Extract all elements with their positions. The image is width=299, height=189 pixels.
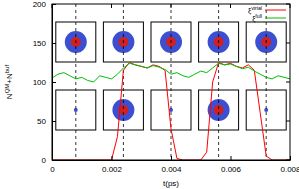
y-tick-label: 150: [33, 39, 47, 48]
x-tick-mark-top: [230, 4, 231, 8]
y-tick: 200: [33, 0, 56, 9]
vline: [218, 4, 219, 160]
chart: 0 0.002 0.004 0.006 0.008 0 50 100 150 200 ξvirial…: [0, 0, 299, 189]
series-line: [52, 63, 290, 161]
x-tick-label: 0.002: [102, 165, 123, 174]
x-tick-mark-top: [171, 4, 172, 8]
y-tick-mark: [52, 4, 56, 5]
frame: [52, 4, 290, 160]
legend-label: ξfull: [252, 13, 262, 23]
x-tick-label: 0.008: [280, 165, 299, 174]
x-axis: 0 0.002 0.004 0.006 0.008: [50, 156, 299, 174]
y-tick: 100: [33, 78, 56, 87]
y-tick-label: 200: [33, 0, 47, 9]
y-tick: 150: [33, 39, 56, 48]
y-tick-label: 0: [42, 156, 47, 165]
y-tick-mark-right: [286, 160, 290, 161]
x-tick-mark: [231, 156, 232, 160]
y-axis: 0 50 100 150 200: [33, 0, 56, 165]
x-tick-mark-top: [111, 4, 112, 8]
y-tick: 0: [42, 156, 56, 165]
x-tick-label: 0.006: [221, 165, 242, 174]
vline: [266, 4, 267, 160]
markers: [76, 4, 266, 160]
series-line: [52, 63, 290, 82]
y-tick-label: 100: [33, 78, 47, 87]
plot: 0 0.002 0.004 0.006 0.008 0 50 100 150 200 ξvirial…: [33, 0, 299, 174]
x-axis-title: t(ps): [163, 179, 179, 188]
vline: [171, 4, 172, 160]
x-tick-mark: [112, 156, 113, 160]
x-tick-mark-top: [52, 4, 53, 8]
x-tick: 0.004: [161, 156, 182, 174]
y-tick-mark: [52, 121, 56, 122]
x-tick-mark-top: [290, 4, 291, 8]
y-tick-mark: [52, 82, 56, 83]
legend-swatch: [265, 10, 286, 11]
x-tick-mark: [290, 156, 291, 160]
lines: [52, 63, 290, 161]
x-tick-label: 0.004: [161, 165, 182, 174]
y-tick-mark: [52, 43, 56, 44]
y-tick-mark-right: [286, 4, 290, 5]
x-tick: 0.006: [221, 156, 242, 174]
vline: [75, 4, 76, 160]
x-tick-mark: [171, 156, 172, 160]
y-tick-mark-right: [286, 43, 290, 44]
x-tick-label: 0: [50, 165, 55, 174]
y-tick-label: 50: [37, 117, 46, 126]
x-tick: 0.008: [280, 156, 299, 174]
x-tick: 0.002: [102, 156, 123, 174]
y-tick-mark-right: [286, 121, 290, 122]
x-axis-line: [53, 160, 291, 161]
y-tick: 50: [37, 117, 56, 126]
y-axis-title: NQM+Nbuf: [4, 65, 14, 100]
legend-swatch: [265, 18, 286, 19]
vline: [123, 4, 124, 160]
legend: ξvirialξfull: [248, 5, 286, 23]
y-tick-mark: [52, 160, 56, 161]
y-tick-mark-right: [286, 82, 290, 83]
